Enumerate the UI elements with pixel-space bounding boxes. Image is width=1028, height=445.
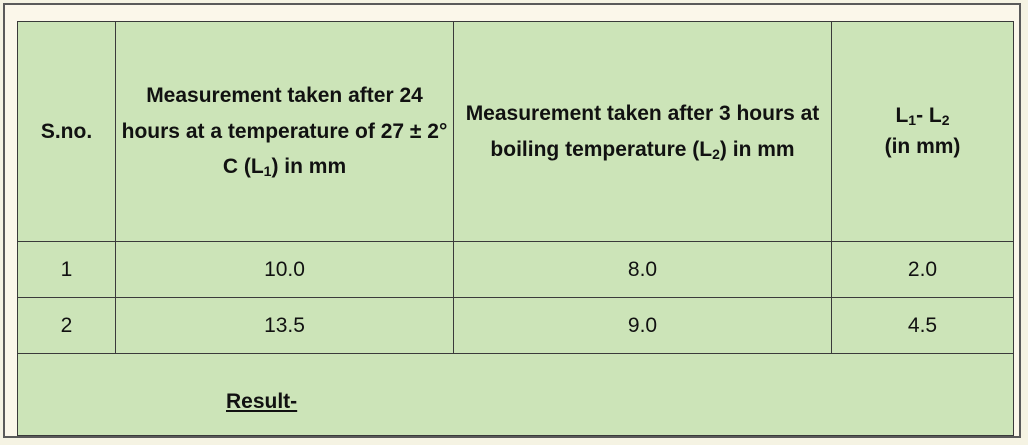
header-row: S.no. Measurement taken after 24 hours a… [17, 21, 1014, 242]
cell-l2: 9.0 [453, 297, 832, 354]
cell-diff: 4.5 [831, 297, 1014, 354]
cell-sno: 2 [17, 297, 116, 354]
cell-l2: 8.0 [453, 241, 832, 298]
cell-l1: 13.5 [115, 297, 454, 354]
result-row: Result- [17, 353, 1014, 436]
result-label: Result- [17, 353, 1014, 436]
table-row: 1 10.0 8.0 2.0 [17, 241, 1014, 298]
cell-diff: 2.0 [831, 241, 1014, 298]
header-l2: Measurement taken after 3 hours at boili… [453, 21, 832, 242]
header-l1: Measurement taken after 24 hours at a te… [115, 21, 454, 242]
cell-l1: 10.0 [115, 241, 454, 298]
table-row: 2 13.5 9.0 4.5 [17, 297, 1014, 354]
document-frame: S.no. Measurement taken after 24 hours a… [3, 3, 1021, 438]
cell-sno: 1 [17, 241, 116, 298]
subscript-2: 2 [712, 145, 720, 162]
subscript-2: 2 [941, 112, 950, 129]
subscript-1: 1 [908, 112, 917, 129]
subscript-1: 1 [263, 163, 272, 180]
header-sno: S.no. [17, 21, 116, 242]
header-difference: L1- L2 (in mm) [831, 21, 1014, 242]
measurement-table: S.no. Measurement taken after 24 hours a… [17, 21, 1014, 436]
